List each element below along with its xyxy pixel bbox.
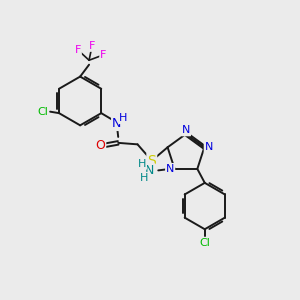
Text: N: N xyxy=(205,142,213,152)
Text: O: O xyxy=(95,139,105,152)
Text: F: F xyxy=(75,45,81,55)
Text: F: F xyxy=(89,41,95,51)
Text: N: N xyxy=(112,117,122,130)
Text: F: F xyxy=(100,50,106,60)
Text: S: S xyxy=(147,154,156,168)
Text: H: H xyxy=(138,159,146,169)
Text: Cl: Cl xyxy=(199,238,210,248)
Text: N: N xyxy=(166,164,174,174)
Text: N: N xyxy=(145,164,154,177)
Text: N: N xyxy=(182,125,190,135)
Text: H: H xyxy=(119,113,128,123)
Text: Cl: Cl xyxy=(37,107,48,117)
Text: H: H xyxy=(140,173,148,183)
